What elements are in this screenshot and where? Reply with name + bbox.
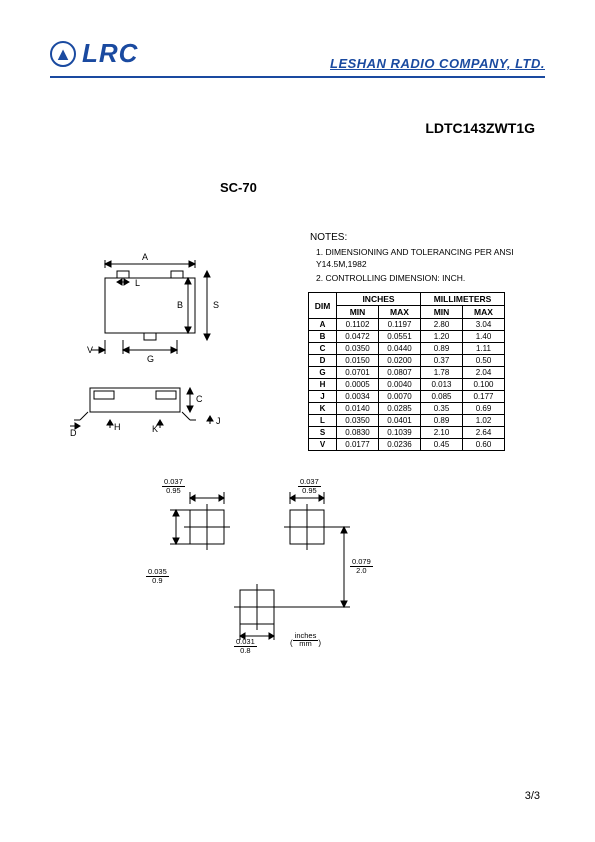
logo-text: LRC [82, 38, 138, 69]
page-number: 3/3 [525, 790, 540, 802]
svg-text:K: K [152, 424, 158, 434]
svg-text:V: V [87, 345, 93, 355]
table-row: V0.01770.02360.450.60 [309, 439, 505, 451]
logo-circle-icon: ▲ [50, 41, 76, 67]
table-row: G0.07010.08071.782.04 [309, 367, 505, 379]
svg-text:J: J [216, 416, 221, 426]
company-name: LESHAN RADIO COMPANY, LTD. [330, 56, 545, 71]
table-header: MIN [337, 306, 379, 319]
notes-item: 2. CONTROLLING DIMENSION: INCH. [316, 273, 550, 285]
table-row: A0.11020.11972.803.04 [309, 319, 505, 331]
table-header: MIN [421, 306, 463, 319]
svg-text:A: A [142, 252, 148, 262]
table-header: MILLIMETERS [421, 293, 505, 306]
header-divider [50, 76, 545, 78]
table-header: INCHES [337, 293, 421, 306]
dim-label: 0.0350.9 [146, 568, 169, 584]
table-row: K0.01400.02850.350.69 [309, 403, 505, 415]
notes-title: NOTES: [310, 232, 550, 243]
part-number: LDTC143ZWT1G [425, 120, 535, 136]
table-row: L0.03500.04010.891.02 [309, 415, 505, 427]
svg-text:B: B [177, 300, 183, 310]
table-row: H0.00050.00400.0130.100 [309, 379, 505, 391]
table-row: D0.01500.02000.370.50 [309, 355, 505, 367]
svg-text:H: H [114, 422, 121, 432]
svg-text:S: S [213, 300, 219, 310]
dim-label: 0.0310.8 [234, 638, 257, 654]
package-top-view-diagram: A L B S V G [85, 250, 225, 370]
table-row: S0.08300.10392.102.64 [309, 427, 505, 439]
table-row: C0.03500.04400.891.11 [309, 343, 505, 355]
notes-item: 1. DIMENSIONING AND TOLERANCING PER ANSI… [316, 247, 550, 271]
dim-label: 0.0792.0 [350, 558, 373, 574]
package-title: SC-70 [220, 180, 257, 195]
dim-label: 0.0370.95 [162, 478, 185, 494]
dimension-table: DIM INCHES MILLIMETERS MIN MAX MIN MAX A… [308, 292, 505, 451]
notes-section: NOTES: 1. DIMENSIONING AND TOLERANCING P… [310, 232, 550, 287]
footprint-diagram: 0.0370.95 0.0370.95 0.0792.0 0.0350.9 0.… [140, 480, 400, 660]
svg-text:L: L [135, 278, 140, 288]
table-header: DIM [309, 293, 337, 319]
table-header: MAX [379, 306, 421, 319]
logo-symbol: ▲ [54, 45, 72, 63]
package-side-view-diagram: C D H K J [70, 380, 250, 440]
table-header: MAX [463, 306, 505, 319]
svg-text:G: G [147, 354, 154, 364]
svg-text:C: C [196, 394, 203, 404]
table-row: J0.00340.00700.0850.177 [309, 391, 505, 403]
unit-label: (inchesmm) [290, 632, 321, 648]
dim-label: 0.0370.95 [298, 478, 321, 494]
table-row: B0.04720.05511.201.40 [309, 331, 505, 343]
svg-text:D: D [70, 428, 77, 438]
